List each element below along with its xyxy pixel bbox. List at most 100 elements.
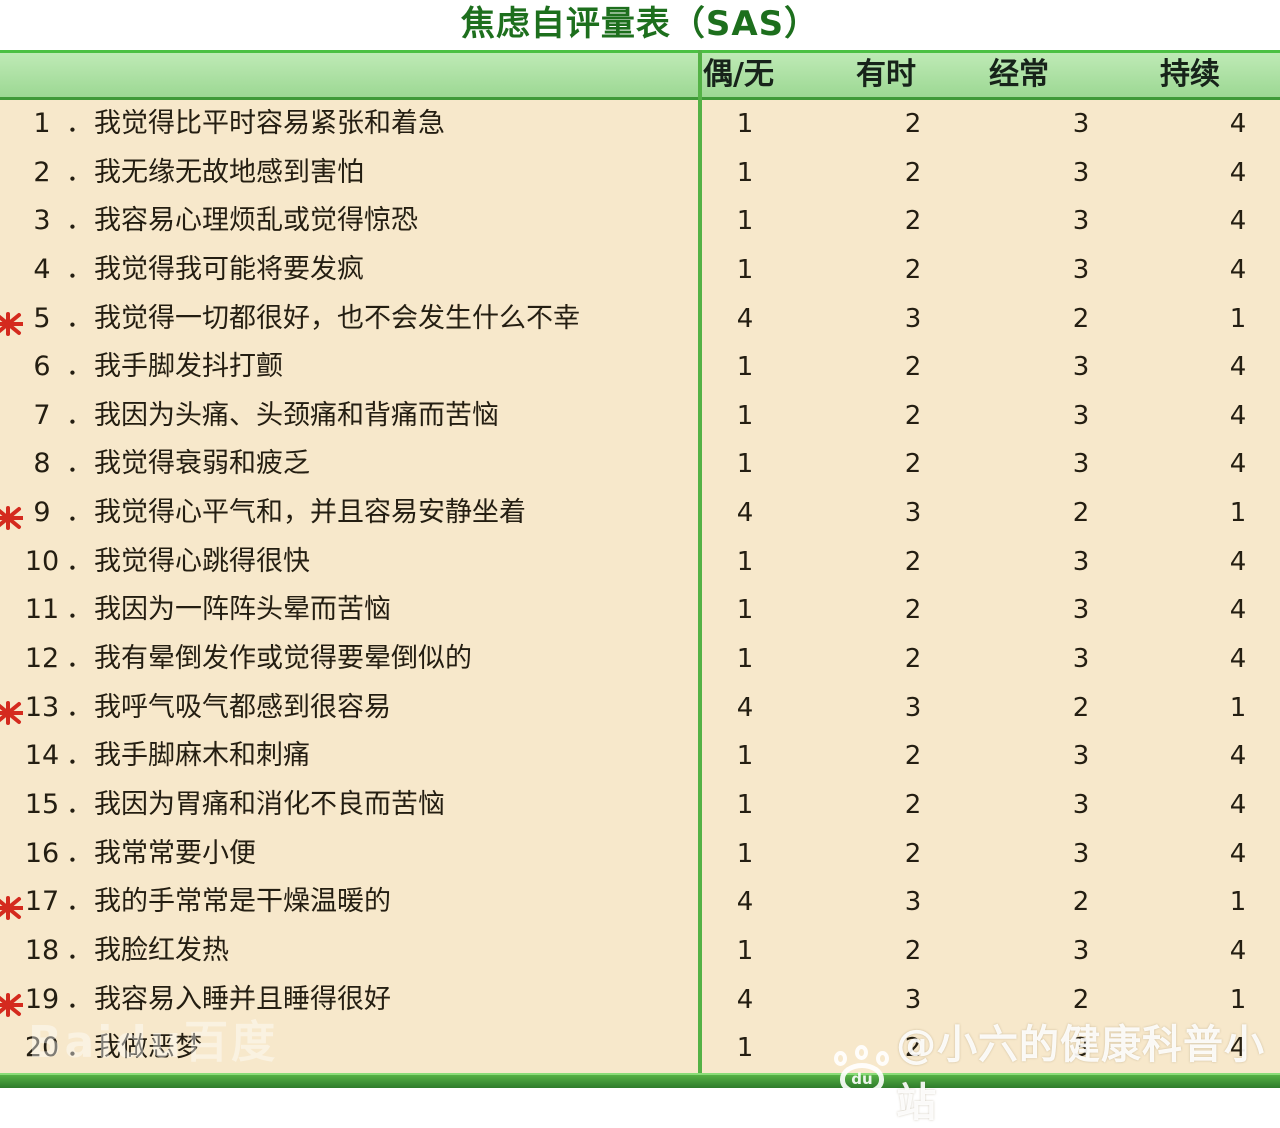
- score-value: 3: [1072, 400, 1090, 431]
- score-value: 4: [1229, 1033, 1247, 1064]
- question-text: 我因为一阵阵头晕而苦恼: [94, 594, 391, 626]
- reverse-score-marker-icon: [0, 307, 25, 336]
- question-number: 9: [33, 497, 51, 529]
- score-value: 2: [904, 1033, 922, 1064]
- score-value: 1: [736, 546, 754, 577]
- score-value: 3: [1072, 109, 1090, 139]
- score-value: 2: [1072, 303, 1090, 334]
- score-value: 4: [736, 887, 754, 918]
- question-text: 我无缘无故地感到害怕: [94, 156, 364, 188]
- score-value: 3: [1072, 254, 1090, 285]
- score-value: 2: [904, 595, 922, 626]
- question-text: 我觉得一切都很好，也不会发生什么不幸: [94, 302, 580, 334]
- table-row: 1 ． 我觉得比平时容易紧张和着急 1 2 3 4: [0, 100, 1280, 149]
- score-value: 4: [736, 303, 754, 334]
- question-text: 我的手常常是干燥温暖的: [94, 886, 391, 918]
- question-number: 13: [24, 691, 60, 723]
- question-number: 19: [24, 983, 60, 1015]
- table-row: 19 ． 我容易入睡并且睡得很好 4 3 2 1: [0, 976, 1280, 1025]
- table-row: 16 ． 我常常要小便 1 2 3 4: [0, 830, 1280, 879]
- question-dot: ．: [66, 740, 93, 772]
- score-value: 3: [1072, 741, 1090, 772]
- question-text: 我觉得心平气和，并且容易安静坐着: [94, 497, 526, 529]
- table-header-row: 偶/无 有时 经常 持续: [0, 50, 1280, 100]
- score-value: 4: [1229, 644, 1247, 675]
- sas-table: 偶/无 有时 经常 持续 1 ． 我觉得比平时容易紧张和着急 1 2 3 4 2…: [0, 50, 1280, 1088]
- column-header-often: 经常: [989, 57, 1049, 92]
- score-value: 4: [1229, 595, 1247, 626]
- question-number: 12: [24, 643, 60, 675]
- table-row: 14 ． 我手脚麻木和刺痛 1 2 3 4: [0, 732, 1280, 781]
- table-row: 13 ． 我呼气吸气都感到很容易 4 3 2 1: [0, 684, 1280, 733]
- score-value: 3: [1072, 935, 1090, 966]
- score-value: 2: [904, 352, 922, 383]
- score-value: 3: [904, 887, 922, 918]
- table-row: 7 ． 我因为头痛、头颈痛和背痛而苦恼 1 2 3 4: [0, 392, 1280, 441]
- score-value: 3: [1072, 352, 1090, 383]
- score-value: 2: [1072, 692, 1090, 723]
- reverse-score-marker-icon: [0, 501, 25, 531]
- score-value: 1: [736, 935, 754, 966]
- score-value: 4: [1229, 400, 1247, 431]
- score-value: 2: [904, 546, 922, 577]
- score-value: 2: [904, 838, 922, 869]
- score-value: 3: [1072, 1033, 1090, 1064]
- question-dot: ．: [66, 497, 93, 529]
- question-dot: ．: [66, 448, 93, 480]
- question-text: 我因为头痛、头颈痛和背痛而苦恼: [94, 399, 499, 431]
- score-value: 1: [736, 449, 754, 480]
- question-dot: ．: [66, 594, 93, 626]
- column-header-persistent: 持续: [1160, 57, 1220, 92]
- score-value: 1: [736, 789, 754, 820]
- score-value: 3: [1072, 206, 1090, 237]
- score-value: 3: [1072, 157, 1090, 188]
- score-value: 4: [736, 498, 754, 529]
- score-value: 2: [904, 741, 922, 772]
- question-text: 我有晕倒发作或觉得要晕倒似的: [94, 643, 472, 675]
- question-number: 20: [24, 1032, 60, 1064]
- column-header-sometimes: 有时: [856, 57, 916, 92]
- table-row: 9 ． 我觉得心平气和，并且容易安静坐着 4 3 2 1: [0, 489, 1280, 538]
- score-value: 4: [1229, 254, 1247, 285]
- score-value: 1: [736, 254, 754, 285]
- table-row: 20 ． 我做恶梦 1 2 3 4: [0, 1024, 1280, 1073]
- score-value: 3: [1072, 838, 1090, 869]
- score-value: 2: [904, 109, 922, 139]
- score-value: 2: [904, 206, 922, 237]
- score-value: 1: [736, 838, 754, 869]
- question-dot: ．: [66, 156, 93, 188]
- question-dot: ．: [66, 302, 93, 334]
- question-number: 18: [24, 934, 60, 966]
- column-divider-line: [698, 50, 702, 1073]
- table-row: 10 ． 我觉得心跳得很快 1 2 3 4: [0, 538, 1280, 587]
- reverse-score-marker-icon: [0, 891, 25, 920]
- question-text: 我觉得比平时容易紧张和着急: [94, 108, 445, 139]
- question-text: 我手脚麻木和刺痛: [94, 740, 310, 772]
- score-value: 2: [904, 644, 922, 675]
- score-value: 2: [1072, 498, 1090, 529]
- column-header-rarely-none: 偶/无: [703, 57, 774, 92]
- score-value: 2: [904, 449, 922, 480]
- question-text: 我觉得衰弱和疲乏: [94, 448, 310, 480]
- question-text: 我因为胃痛和消化不良而苦恼: [94, 788, 445, 820]
- question-text: 我脸红发热: [94, 934, 229, 966]
- score-value: 1: [1229, 887, 1247, 918]
- score-value: 4: [736, 692, 754, 723]
- question-dot: ．: [66, 1032, 93, 1064]
- question-dot: ．: [66, 934, 93, 966]
- question-dot: ．: [66, 399, 93, 431]
- table-row: 5 ． 我觉得一切都很好，也不会发生什么不幸 4 3 2 1: [0, 295, 1280, 344]
- table-row: 6 ． 我手脚发抖打颤 1 2 3 4: [0, 343, 1280, 392]
- question-text: 我手脚发抖打颤: [94, 351, 283, 383]
- score-value: 2: [904, 254, 922, 285]
- score-value: 2: [904, 400, 922, 431]
- score-value: 3: [904, 498, 922, 529]
- question-number: 3: [33, 205, 51, 237]
- score-value: 2: [1072, 887, 1090, 918]
- question-dot: ．: [66, 788, 93, 820]
- question-number: 7: [33, 399, 51, 431]
- score-value: 1: [736, 644, 754, 675]
- question-dot: ．: [66, 643, 93, 675]
- score-value: 1: [736, 352, 754, 383]
- table-row: 2 ． 我无缘无故地感到害怕 1 2 3 4: [0, 149, 1280, 198]
